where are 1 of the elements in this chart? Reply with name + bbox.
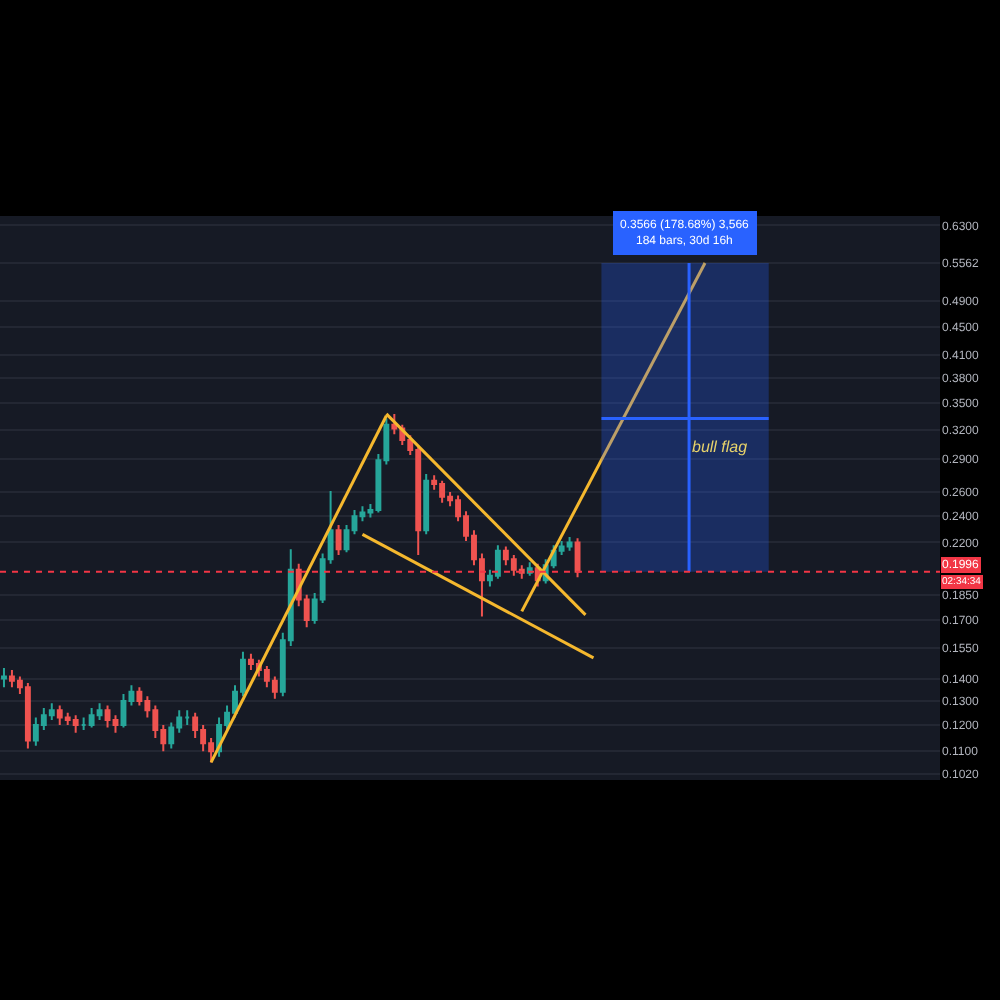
annotation: bull flag [692,438,749,456]
